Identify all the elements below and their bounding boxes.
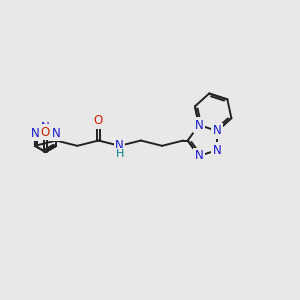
Text: H: H bbox=[116, 149, 124, 159]
Text: N: N bbox=[115, 139, 124, 152]
Text: N: N bbox=[52, 127, 60, 140]
Text: N: N bbox=[195, 149, 203, 163]
Text: O: O bbox=[94, 114, 103, 127]
Text: N: N bbox=[41, 121, 50, 134]
Text: N: N bbox=[195, 118, 203, 131]
Text: N: N bbox=[31, 127, 39, 140]
Text: O: O bbox=[41, 126, 50, 139]
Text: N: N bbox=[213, 144, 221, 157]
Text: N: N bbox=[213, 124, 221, 137]
